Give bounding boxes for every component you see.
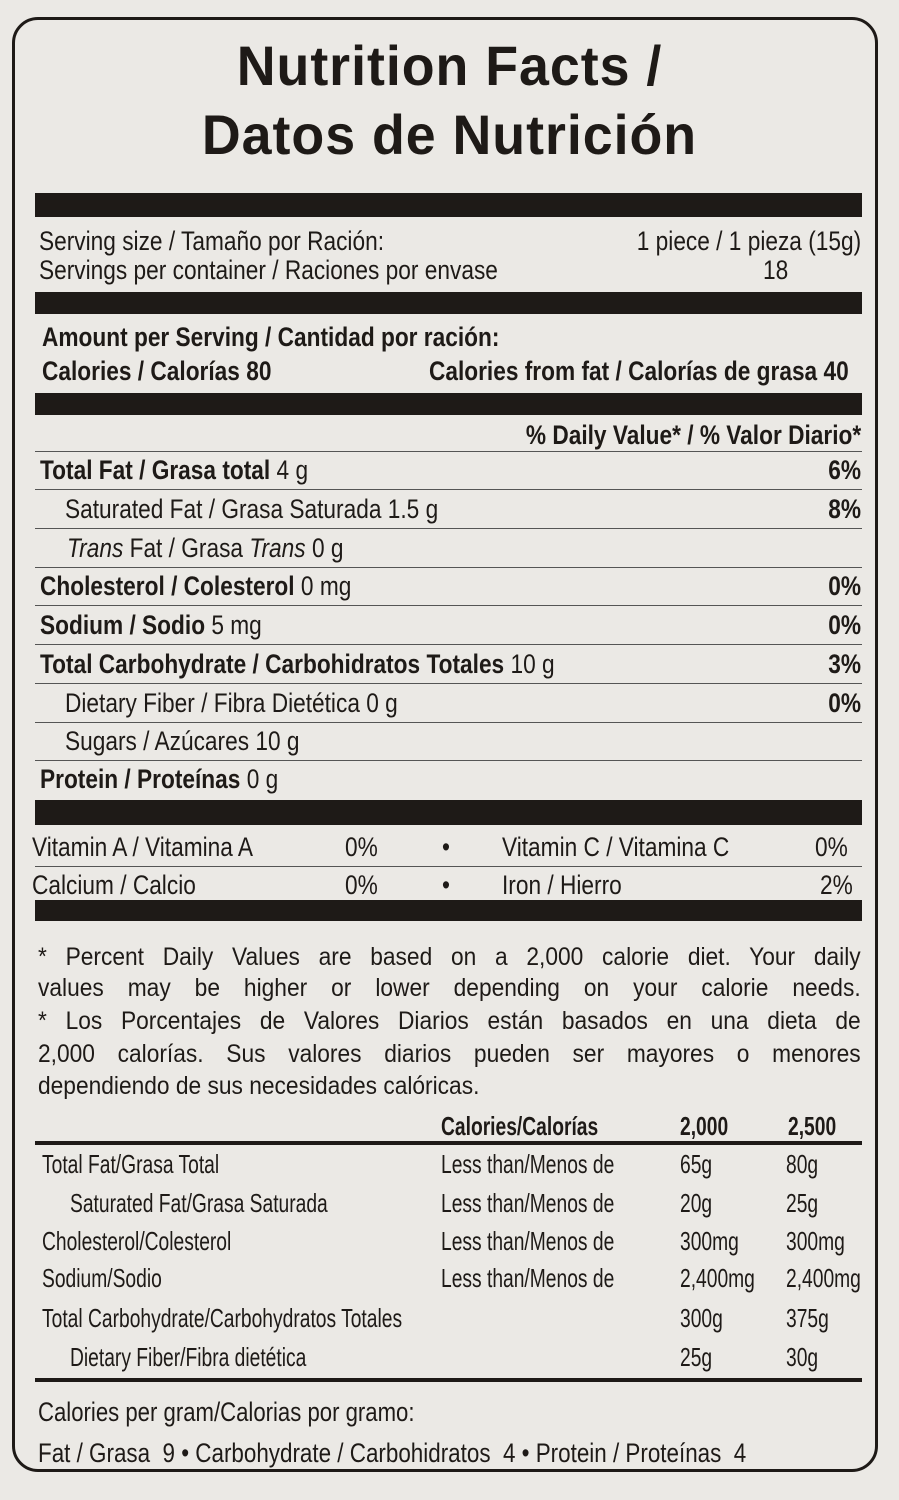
dv-table-row-qualifier: Less than/Menos de	[441, 1226, 615, 1256]
nutrient-sodium: Sodium / Sodio 5 mg	[40, 610, 262, 640]
dv-table-row-2000: 2,400mg	[680, 1263, 755, 1293]
calcium: Calcium / Calcio	[32, 870, 196, 900]
dv-table-row-label: Saturated Fat/Grasa Saturada	[70, 1188, 328, 1218]
vitamin-a-dv: 0%	[345, 832, 378, 862]
divider-bar	[35, 900, 862, 921]
footnote-line: * Percent Daily Values are based on a 2,…	[38, 943, 861, 971]
dv-table-row-2000: 300mg	[680, 1226, 739, 1256]
divider-bar	[35, 292, 862, 314]
dv-table-row-2000: 20g	[680, 1188, 713, 1218]
vitamin-a: Vitamin A / Vitamina A	[32, 832, 254, 862]
dv-table-row-label: Dietary Fiber/Fibra dietética	[70, 1342, 307, 1372]
footnote-line: 2,000 calorías. Sus valores diarios pued…	[38, 1040, 861, 1068]
label-border	[12, 17, 878, 1472]
vitamin-c: Vitamin C / Vitamina C	[502, 832, 730, 862]
divider-bar	[35, 193, 862, 217]
footnote-line: values may be higher or lower depending …	[38, 974, 861, 1002]
nutrient-trans-fat: Trans Fat / Grasa Trans 0 g	[67, 533, 344, 563]
dv-table-row-2500: 300mg	[786, 1226, 845, 1256]
dv-table-row-2500: 375g	[786, 1303, 829, 1333]
nutrient-cholesterol: Cholesterol / Colesterol 0 mg	[40, 571, 352, 601]
divider-bar	[35, 1378, 862, 1382]
dv-dietary-fiber: 0%	[828, 688, 861, 718]
dv-table-row-label: Cholesterol/Colesterol	[42, 1226, 232, 1256]
dv-table-header-2500: 2,500	[788, 1111, 837, 1141]
nutrient-dietary-fiber: Dietary Fiber / Fibra Dietética 0 g	[65, 688, 398, 718]
divider-bar	[35, 393, 862, 415]
title-en: Nutrition Facts /	[236, 34, 663, 97]
servings-per-container-label: Servings per container / Raciones por en…	[39, 255, 498, 285]
calories: Calories / Calorías 80	[42, 356, 272, 386]
dv-table-row-label: Total Carbohydrate/Carbohydratos Totales	[42, 1303, 403, 1333]
dv-table-row-qualifier: Less than/Menos de	[441, 1263, 615, 1293]
nutrient-sugars: Sugars / Azúcares 10 g	[65, 726, 300, 756]
amount-header: Amount per Serving / Cantidad por ración…	[42, 322, 500, 352]
calories-per-gram-header: Calories per gram/Calorias por gramo:	[38, 1397, 415, 1427]
dv-cholesterol: 0%	[828, 571, 861, 601]
dv-table-row-2000: 25g	[680, 1342, 713, 1372]
divider-bar	[35, 800, 862, 825]
vitamin-c-dv: 0%	[815, 832, 848, 862]
dv-table-row-2000: 65g	[680, 1149, 713, 1179]
dv-sodium: 0%	[828, 610, 861, 640]
servings-per-container-value: 18	[763, 255, 789, 285]
nutrient-protein: Protein / Proteínas 0 g	[40, 764, 279, 794]
footnote-line: * Los Porcentajes de Valores Diarios est…	[38, 1007, 861, 1035]
dv-table-row-label: Total Fat/Grasa Total	[42, 1149, 220, 1179]
serving-size-value: 1 piece / 1 pieza (15g)	[636, 226, 861, 256]
footnote-line: dependiendo de sus necesidades calóricas…	[38, 1072, 480, 1100]
iron: Iron / Hierro	[502, 870, 622, 900]
divider-bar	[35, 1141, 862, 1145]
dv-table-row-2000: 300g	[680, 1303, 723, 1333]
dv-table-row-2500: 30g	[786, 1342, 819, 1372]
dv-saturated-fat: 8%	[828, 494, 861, 524]
iron-dv: 2%	[820, 870, 853, 900]
nutrient-total-fat: Total Fat / Grasa total 4 g	[40, 455, 309, 485]
dv-table-row-qualifier: Less than/Menos de	[441, 1188, 615, 1218]
nutrient-total-carbohydrate: Total Carbohydrate / Carbohidratos Total…	[40, 649, 555, 679]
bullet: •	[442, 832, 450, 862]
calcium-dv: 0%	[345, 870, 378, 900]
dv-table-row-2500: 2,400mg	[786, 1263, 861, 1293]
bullet: •	[442, 870, 450, 900]
dv-table-row-label: Sodium/Sodio	[42, 1263, 162, 1293]
dv-total-fat: 6%	[828, 455, 861, 485]
dv-total-carbohydrate: 3%	[828, 649, 861, 679]
daily-value-header: % Daily Value* / % Valor Diario*	[525, 420, 861, 450]
nutrient-saturated-fat: Saturated Fat / Grasa Saturada 1.5 g	[65, 494, 439, 524]
title-es: Datos de Nutrición	[201, 103, 698, 166]
calories-from-fat: Calories from fat / Calorías de grasa 40	[429, 356, 849, 386]
dv-table-header-2000: 2,000	[680, 1111, 729, 1141]
dv-table-row-2500: 80g	[786, 1149, 819, 1179]
dv-table-header-calories: Calories/Calorías	[441, 1111, 599, 1141]
calories-per-gram-line: Fat / Grasa 9 • Carbohydrate / Carbohidr…	[38, 1438, 747, 1468]
dv-table-row-qualifier: Less than/Menos de	[441, 1149, 615, 1179]
serving-size-label: Serving size / Tamaño por Ración:	[39, 226, 385, 256]
dv-table-row-2500: 25g	[786, 1188, 819, 1218]
